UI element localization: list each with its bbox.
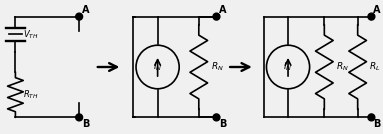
Circle shape — [76, 114, 83, 121]
Circle shape — [368, 13, 375, 20]
Text: $R_{TH}$: $R_{TH}$ — [23, 88, 39, 101]
Text: A: A — [219, 5, 227, 15]
Text: B: B — [373, 119, 381, 129]
Text: B: B — [82, 119, 90, 129]
Text: B: B — [219, 119, 227, 129]
Text: $R_N$: $R_N$ — [336, 61, 349, 73]
Circle shape — [368, 114, 375, 121]
Circle shape — [76, 13, 83, 20]
Circle shape — [213, 13, 220, 20]
Text: A: A — [82, 5, 90, 15]
Text: $R_N$: $R_N$ — [211, 61, 223, 73]
Text: A: A — [373, 5, 381, 15]
Circle shape — [213, 114, 220, 121]
Text: $I_N$: $I_N$ — [283, 61, 293, 73]
Text: $I_N$: $I_N$ — [153, 61, 162, 73]
Text: $V_{TH}$: $V_{TH}$ — [23, 28, 39, 41]
Text: $R_L$: $R_L$ — [370, 61, 381, 73]
